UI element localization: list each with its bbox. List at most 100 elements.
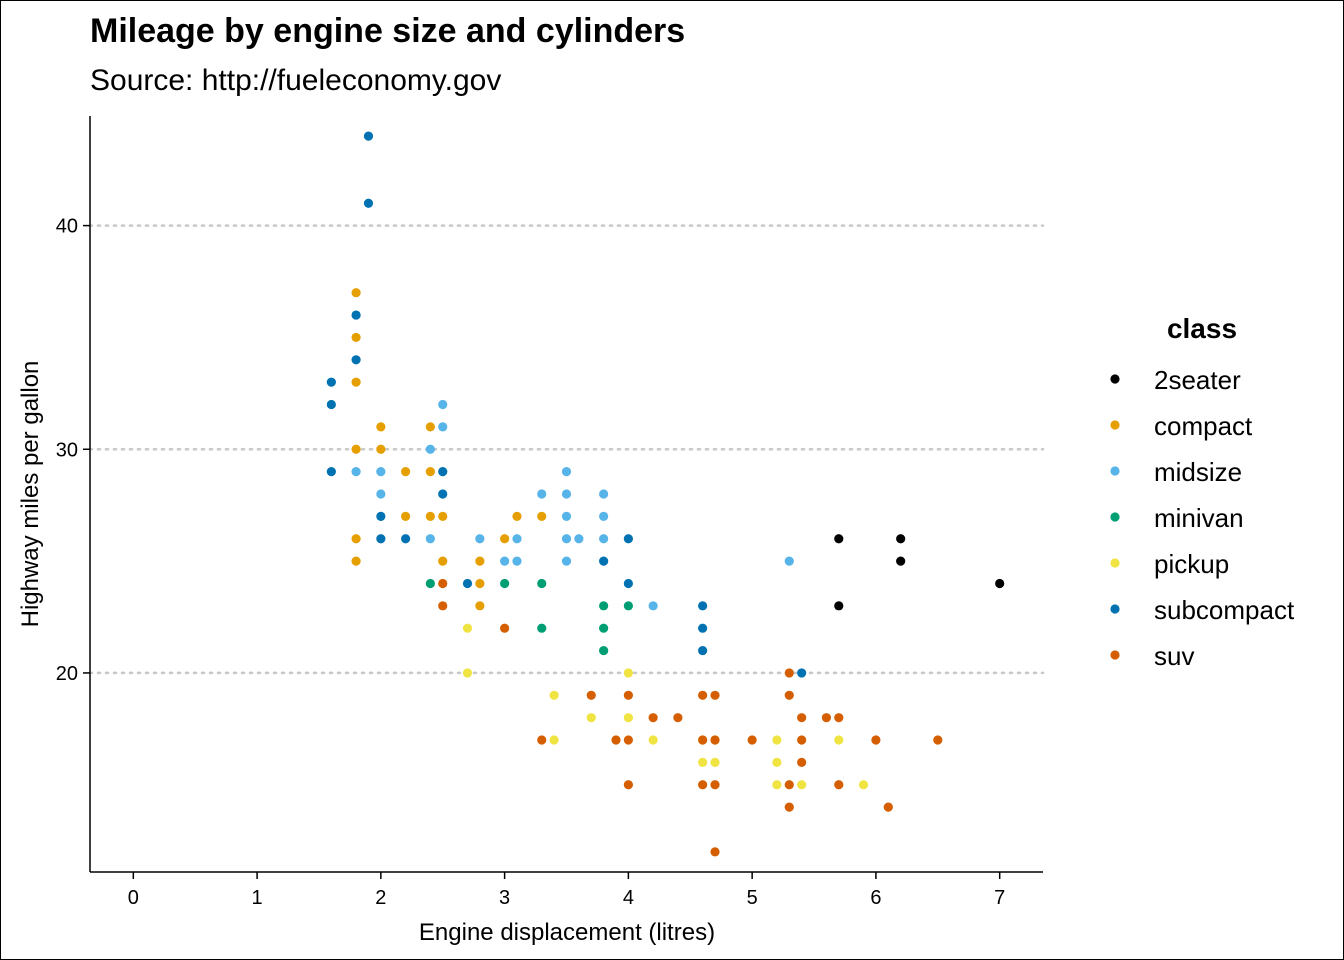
data-point-compact (475, 578, 485, 589)
data-point-subcompact (599, 556, 609, 566)
data-point-midsize (599, 511, 609, 521)
data-point-compact (500, 534, 510, 544)
data-point-suv (438, 578, 448, 589)
data-point-pickup (549, 690, 559, 700)
data-point-compact (376, 422, 386, 432)
legend-label: suv (1154, 641, 1194, 671)
data-point-compact (537, 511, 547, 521)
data-point-pickup (797, 780, 807, 790)
data-point-suv (611, 735, 621, 745)
data-point-pickup (648, 735, 658, 745)
data-point-suv (797, 713, 807, 723)
data-point-pickup (772, 780, 782, 790)
data-point-suv (623, 780, 633, 790)
data-point-midsize (425, 534, 435, 544)
data-point-suv (698, 780, 708, 790)
data-point-midsize (537, 489, 547, 499)
legend-key-midsize (1110, 466, 1120, 476)
data-point-compact (425, 422, 435, 432)
data-point-subcompact (363, 131, 374, 141)
legend-label: 2seater (1154, 365, 1241, 395)
legend-key-compact (1110, 420, 1120, 430)
data-point-minivan (500, 578, 510, 589)
data-point-suv (710, 847, 720, 857)
y-tick-label: 20 (56, 663, 78, 685)
data-point-compact (376, 444, 386, 454)
data-point-suv (834, 713, 844, 723)
data-point-compact (438, 556, 448, 566)
data-point-subcompact (438, 467, 448, 477)
gridlines (88, 224, 1045, 675)
data-point-compact (425, 511, 435, 521)
data-point-minivan (425, 578, 435, 589)
legend-label: midsize (1154, 457, 1242, 487)
data-point-subcompact (797, 668, 807, 678)
data-point-subcompact (351, 310, 361, 320)
data-point-suv (673, 713, 683, 723)
data-point-pickup (772, 735, 782, 745)
data-point-pickup (834, 735, 844, 745)
data-point-pickup (549, 735, 559, 745)
data-point-suv (821, 713, 832, 723)
data-point-suv (871, 735, 881, 745)
data-point-subcompact (363, 198, 374, 208)
x-tick-label: 2 (375, 887, 386, 909)
chart-title: Mileage by engine size and cylinders (90, 12, 686, 50)
data-point-midsize (561, 534, 572, 544)
data-point-2seater (896, 556, 906, 566)
data-point-subcompact (698, 645, 708, 656)
data-point-subcompact (326, 377, 336, 387)
data-points (326, 131, 1005, 857)
data-point-2seater (995, 578, 1005, 589)
data-point-subcompact (376, 534, 386, 544)
data-point-2seater (896, 534, 906, 544)
x-tick-label: 3 (499, 887, 510, 909)
data-point-suv (698, 690, 708, 700)
data-point-suv (784, 802, 794, 812)
data-point-compact (351, 534, 361, 544)
x-tick-label: 4 (623, 887, 634, 909)
data-point-subcompact (623, 534, 633, 544)
data-point-compact (351, 377, 361, 387)
data-point-midsize (561, 467, 572, 477)
data-point-midsize (425, 444, 435, 454)
data-point-compact (351, 332, 361, 343)
x-tick-label: 5 (747, 887, 758, 909)
legend-label: minivan (1154, 503, 1244, 533)
y-tick-label: 40 (56, 216, 78, 238)
data-point-subcompact (698, 601, 708, 611)
x-axis-title: Engine displacement (litres) (419, 919, 715, 946)
y-tick-label: 30 (56, 439, 78, 461)
data-point-midsize (475, 534, 485, 544)
data-point-compact (512, 511, 522, 521)
data-point-compact (401, 511, 411, 521)
data-point-midsize (500, 556, 510, 566)
data-point-pickup (462, 623, 473, 633)
legend: class 2seater compact midsize minivan pickup… (1110, 313, 1295, 671)
legend-key-subcompact (1110, 604, 1120, 614)
data-point-midsize (351, 467, 361, 477)
data-point-suv (537, 735, 547, 745)
legend-key-minivan (1110, 512, 1120, 522)
data-point-subcompact (462, 578, 473, 589)
y-axis-title: Highway miles per gallon (17, 361, 44, 628)
data-point-subcompact (401, 534, 411, 544)
data-point-suv (710, 735, 720, 745)
data-point-suv (933, 735, 943, 745)
data-point-midsize (561, 511, 572, 521)
data-point-pickup (623, 713, 633, 723)
data-point-suv (834, 780, 844, 790)
data-point-minivan (599, 623, 609, 633)
data-point-midsize (561, 556, 572, 566)
data-point-pickup (462, 668, 473, 678)
axes: 20 30 40 0 1 2 3 4 5 6 7 (56, 116, 1043, 909)
data-point-midsize (376, 467, 386, 477)
data-point-subcompact (376, 511, 386, 521)
data-point-suv (586, 690, 596, 700)
data-point-subcompact (326, 467, 336, 477)
data-point-pickup (586, 713, 596, 723)
legend-label: compact (1154, 411, 1253, 441)
data-point-subcompact (326, 399, 336, 410)
